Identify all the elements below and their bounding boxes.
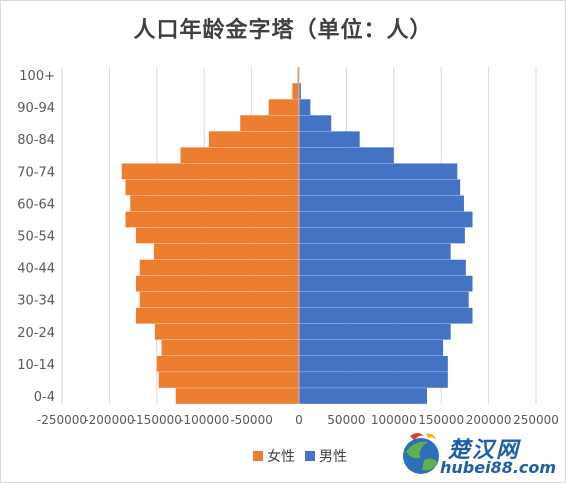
bar-female	[158, 372, 299, 388]
bar-female	[180, 147, 299, 164]
bar-male	[299, 388, 427, 404]
x-tick-label: 150000	[418, 413, 464, 427]
x-tick-label: 50000	[327, 413, 365, 427]
bar-male	[299, 147, 394, 164]
bar-male	[299, 291, 469, 308]
x-tick-label: -250000	[37, 413, 87, 427]
bar-male	[299, 115, 332, 132]
watermark-site-en: hubei88.com	[440, 458, 557, 477]
y-tick-label: 40-44	[17, 262, 55, 277]
y-tick-label: 80-84	[17, 133, 55, 148]
bar-female	[297, 67, 299, 83]
bar-male	[299, 323, 451, 340]
bar-male	[299, 163, 458, 180]
bar-male	[299, 372, 448, 388]
bar-female	[125, 179, 300, 196]
bar-female	[156, 356, 299, 372]
globe-icon	[403, 433, 439, 474]
y-tick-label: 60-64	[17, 197, 55, 212]
legend-item-female: 女性	[253, 446, 295, 466]
x-tick-label: 200000	[466, 413, 512, 427]
bar-female	[121, 163, 299, 180]
bar-male	[299, 195, 464, 212]
x-tick-label: 0	[295, 413, 303, 427]
bar-male	[299, 83, 301, 99]
bar-female	[135, 275, 299, 292]
y-tick-label: 100+	[19, 69, 55, 84]
bar-male	[299, 259, 466, 276]
y-tick-label: 30-34	[17, 294, 55, 309]
bar-male	[299, 99, 311, 115]
y-tick-label: 70-74	[17, 165, 55, 180]
legend: 女性 男性	[0, 446, 566, 466]
bar-female	[135, 307, 299, 324]
bar-male	[299, 227, 465, 244]
bar-female	[240, 115, 299, 132]
chart-title: 人口年龄金字塔（单位：人）	[133, 17, 433, 43]
bar-female	[125, 211, 300, 228]
bar-female	[153, 243, 299, 260]
bar-male	[299, 243, 451, 260]
bar-female	[161, 339, 299, 356]
watermark-logo: 楚汉网 hubei88.com	[398, 430, 563, 480]
legend-swatch-male	[305, 451, 315, 461]
x-tick-label: 100000	[371, 413, 417, 427]
bar-male	[299, 131, 360, 148]
x-tick-label: 250000	[513, 413, 559, 427]
bar-male	[299, 339, 444, 356]
bar-female	[139, 291, 299, 308]
y-tick-label: 20-24	[17, 326, 55, 341]
bar-female	[130, 195, 299, 212]
bar-female	[139, 259, 299, 276]
y-tick-label: 90-94	[17, 101, 55, 116]
bar-female	[292, 83, 299, 99]
bar-male	[299, 211, 473, 228]
bar-male	[299, 275, 473, 292]
watermark-site-cn: 楚汉网	[448, 438, 521, 463]
y-tick-label: 50-54	[17, 230, 55, 245]
bar-male	[299, 356, 448, 372]
y-tick-label: 10-14	[17, 358, 55, 373]
bar-female	[135, 227, 299, 244]
x-tick-label: -100000	[179, 413, 229, 427]
bar-male	[299, 179, 461, 196]
legend-label-female: 女性	[267, 449, 295, 465]
legend-item-male: 男性	[305, 446, 347, 466]
bar-female	[175, 388, 299, 404]
y-tick-label: 0-4	[34, 390, 55, 405]
legend-swatch-female	[253, 451, 263, 461]
bar-male	[299, 307, 473, 324]
legend-label-male: 男性	[319, 449, 347, 465]
bar-female	[208, 131, 299, 148]
bar-female	[268, 99, 299, 115]
bar-female	[154, 323, 299, 340]
x-tick-label: -200000	[84, 413, 134, 427]
x-tick-label: -150000	[132, 413, 182, 427]
x-tick-label: -50000	[230, 413, 273, 427]
